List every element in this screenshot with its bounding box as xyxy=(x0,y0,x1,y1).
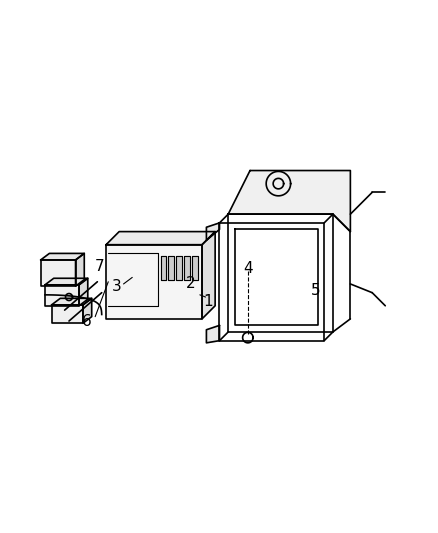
Polygon shape xyxy=(51,305,83,323)
Polygon shape xyxy=(75,253,84,286)
Text: 7: 7 xyxy=(95,259,104,274)
Text: 3: 3 xyxy=(112,279,122,294)
Polygon shape xyxy=(176,256,182,280)
Polygon shape xyxy=(191,256,197,280)
Text: 2: 2 xyxy=(186,277,195,292)
Polygon shape xyxy=(41,253,84,260)
Polygon shape xyxy=(106,232,215,245)
Text: 4: 4 xyxy=(243,261,252,276)
Polygon shape xyxy=(201,232,215,319)
Polygon shape xyxy=(83,298,92,323)
Polygon shape xyxy=(45,285,79,306)
Polygon shape xyxy=(160,256,166,280)
Polygon shape xyxy=(184,256,189,280)
Polygon shape xyxy=(106,245,201,319)
Polygon shape xyxy=(45,278,88,285)
Text: 1: 1 xyxy=(203,294,213,309)
Text: 5: 5 xyxy=(310,283,320,298)
Polygon shape xyxy=(168,256,174,280)
Polygon shape xyxy=(79,278,88,306)
Polygon shape xyxy=(206,223,219,240)
Polygon shape xyxy=(206,325,219,343)
Polygon shape xyxy=(41,260,75,286)
Polygon shape xyxy=(228,171,350,232)
Polygon shape xyxy=(51,298,92,305)
Text: 6: 6 xyxy=(81,313,91,328)
